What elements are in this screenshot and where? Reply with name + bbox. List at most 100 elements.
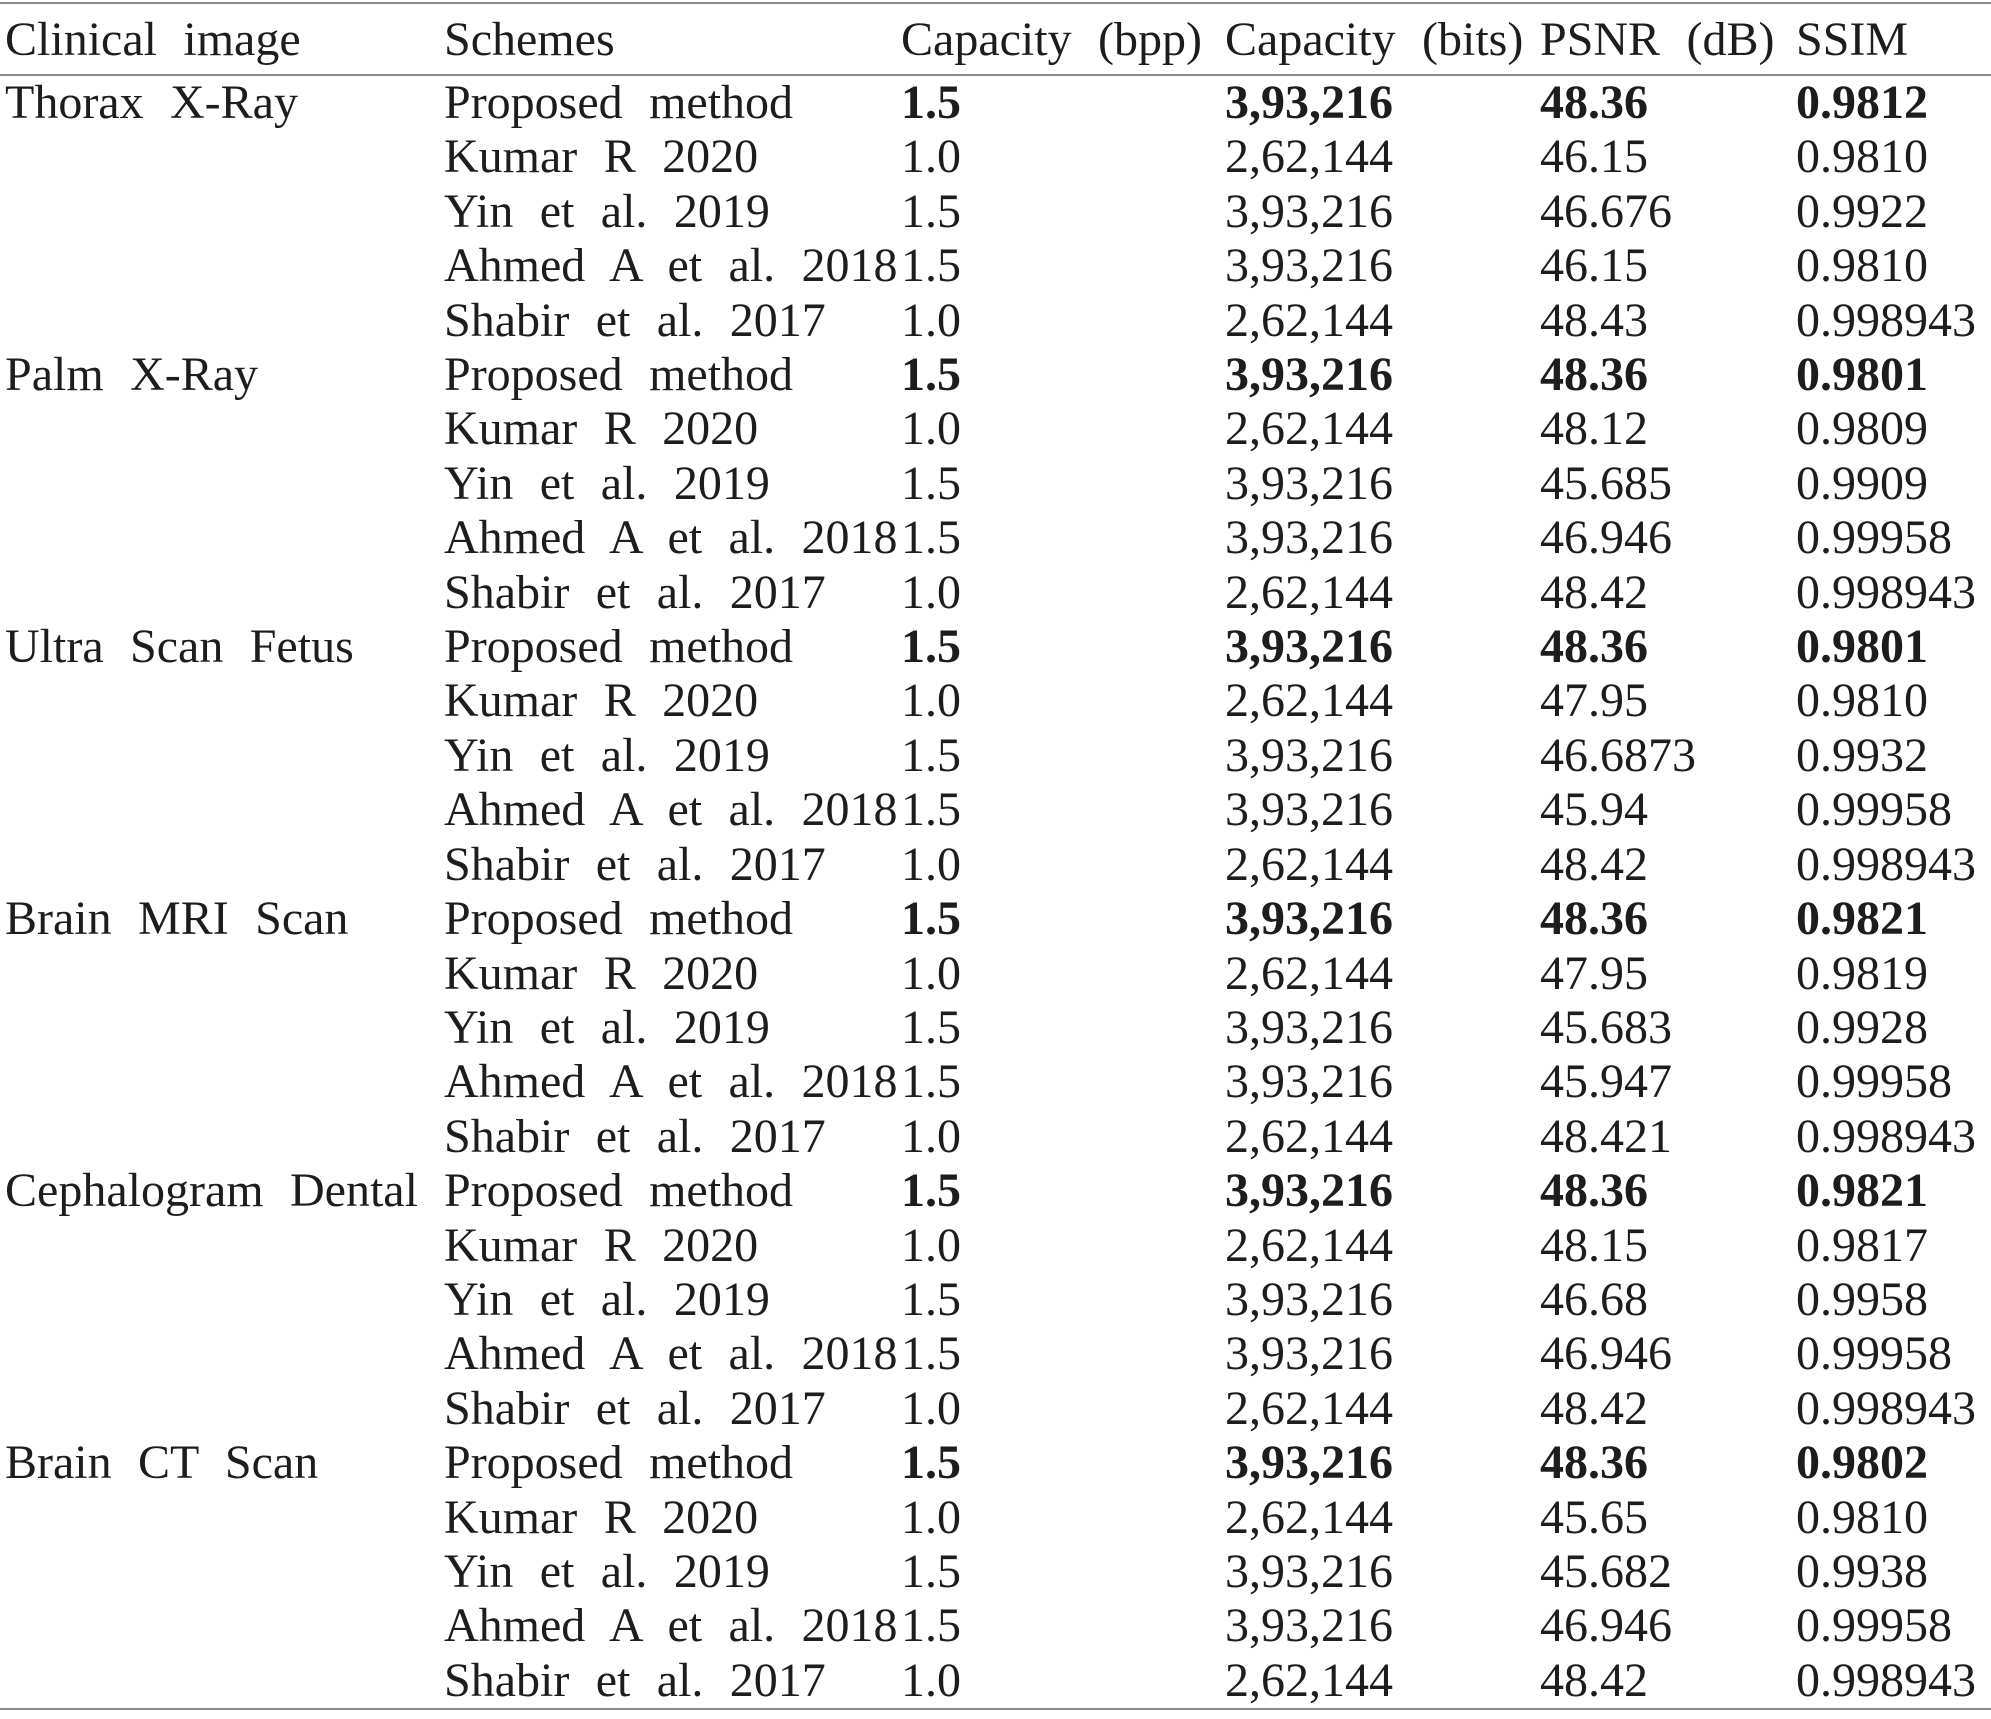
psnr-cell: 45.682 — [1540, 1544, 1672, 1598]
psnr-cell: 46.68 — [1540, 1272, 1648, 1326]
psnr-cell: 48.36 — [1540, 76, 1648, 129]
clinical-image-cell — [0, 1491, 444, 1545]
capacity-bits-cell: 3,93,216 — [1225, 783, 1393, 837]
capacity-bits-cell: 3,93,216 — [1225, 1599, 1393, 1653]
capacity-bits-cell: 2,62,144 — [1225, 565, 1393, 619]
capacity-bits-cell: 3,93,216 — [1225, 1272, 1393, 1326]
table-row: Kumar R 2020 1.0 2,62,144 47.95 0.9810 — [0, 674, 1991, 728]
ssim-cell: 0.9810 — [1796, 239, 1928, 293]
scheme-cell: Kumar R 2020 — [444, 674, 759, 728]
clinical-image-cell — [0, 130, 444, 184]
capacity-bpp-cell: 1.0 — [901, 1218, 961, 1272]
ssim-cell: 0.99958 — [1796, 1055, 1952, 1109]
capacity-bits-cell: 2,62,144 — [1225, 1109, 1393, 1163]
table-row: Yin et al. 2019 1.5 3,93,216 45.685 0.9909 — [0, 457, 1991, 511]
scheme-cell: Ahmed A et al. 2018 — [444, 511, 898, 565]
capacity-bits-cell: 3,93,216 — [1225, 1055, 1393, 1109]
scheme-cell: Proposed method — [444, 1436, 794, 1490]
clinical-image-cell — [0, 1382, 444, 1436]
scheme-cell: Proposed method — [444, 348, 794, 402]
scheme-cell: Kumar R 2020 — [444, 402, 759, 456]
scheme-cell: Shabir et al. 2017 — [444, 1653, 826, 1707]
ssim-cell: 0.998943 — [1796, 1109, 1976, 1163]
clinical-image-cell: Palm X-Ray — [5, 348, 259, 402]
psnr-cell: 48.12 — [1540, 402, 1648, 456]
scheme-cell: Yin et al. 2019 — [444, 1272, 770, 1326]
ssim-cell: 0.9928 — [1796, 1000, 1928, 1054]
clinical-image-cell — [0, 1545, 444, 1599]
table-row: Ultra Scan Fetus Proposed method 1.5 3,93,2… — [0, 620, 1991, 674]
table-row: Ahmed A et al. 2018 1.5 3,93,216 46.946 0.99… — [0, 511, 1991, 565]
capacity-bits-cell: 3,93,216 — [1225, 184, 1393, 238]
table-row: Shabir et al. 2017 1.0 2,62,144 48.42 0.9989… — [0, 1382, 1991, 1436]
psnr-cell: 46.15 — [1540, 239, 1648, 293]
ssim-cell: 0.99958 — [1796, 783, 1952, 837]
ssim-cell: 0.9821 — [1796, 892, 1928, 946]
ssim-cell: 0.9812 — [1796, 76, 1928, 129]
capacity-bits-cell: 3,93,216 — [1225, 1164, 1393, 1218]
psnr-cell: 48.36 — [1540, 1436, 1648, 1490]
clinical-image-cell — [0, 566, 444, 620]
table-row: Kumar R 2020 1.0 2,62,144 48.15 0.9817 — [0, 1219, 1991, 1273]
table-row: Yin et al. 2019 1.5 3,93,216 45.683 0.9928 — [0, 1001, 1991, 1055]
ssim-cell: 0.998943 — [1796, 565, 1976, 619]
scheme-cell: Yin et al. 2019 — [444, 1000, 770, 1054]
psnr-cell: 47.95 — [1540, 674, 1648, 728]
table-row: Shabir et al. 2017 1.0 2,62,144 48.43 0.9989… — [0, 294, 1991, 348]
psnr-cell: 46.15 — [1540, 130, 1648, 184]
clinical-image-cell — [0, 947, 444, 1001]
clinical-image-cell — [0, 1273, 444, 1327]
psnr-cell: 45.65 — [1540, 1490, 1648, 1544]
capacity-bpp-cell: 1.5 — [901, 76, 961, 129]
clinical-image-cell — [0, 294, 444, 348]
header-psnr: PSNR (dB) — [1540, 3, 1796, 76]
capacity-bpp-cell: 1.0 — [901, 1109, 961, 1163]
table-header: Clinical image Schemes Capacity (bpp) Ca… — [0, 3, 1991, 76]
capacity-bpp-cell: 1.0 — [901, 130, 961, 184]
capacity-bpp-cell: 1.5 — [901, 348, 961, 402]
header-capacity-bits: Capacity (bits) — [1225, 3, 1540, 76]
ssim-cell: 0.998943 — [1796, 1381, 1976, 1435]
psnr-cell: 48.42 — [1540, 565, 1648, 619]
clinical-image-cell — [0, 1001, 444, 1055]
table-row: Yin et al. 2019 1.5 3,93,216 46.6873 0.9932 — [0, 729, 1991, 783]
capacity-bits-cell: 3,93,216 — [1225, 76, 1393, 129]
psnr-cell: 48.36 — [1540, 348, 1648, 402]
clinical-image-cell — [0, 783, 444, 837]
capacity-bpp-cell: 1.0 — [901, 946, 961, 1000]
table-row: Ahmed A et al. 2018 1.5 3,93,216 45.947 0.99… — [0, 1055, 1991, 1109]
header-ssim: SSIM — [1796, 3, 1991, 76]
clinical-image-cell — [0, 1219, 444, 1273]
header-clinical-image: Clinical image — [0, 3, 444, 76]
psnr-cell: 45.683 — [1540, 1000, 1672, 1054]
scheme-cell: Ahmed A et al. 2018 — [444, 783, 898, 837]
capacity-bpp-cell: 1.0 — [901, 837, 961, 891]
clinical-image-cell — [0, 402, 444, 456]
capacity-bits-cell: 3,93,216 — [1225, 239, 1393, 293]
table-row: Yin et al. 2019 1.5 3,93,216 46.676 0.9922 — [0, 185, 1991, 239]
capacity-bpp-cell: 1.5 — [901, 1436, 961, 1490]
capacity-bpp-cell: 1.0 — [901, 293, 961, 347]
psnr-cell: 46.6873 — [1540, 728, 1696, 782]
scheme-cell: Ahmed A et al. 2018 — [444, 1055, 898, 1109]
clinical-image-cell — [0, 729, 444, 783]
scheme-cell: Proposed method — [444, 1164, 794, 1218]
ssim-cell: 0.9810 — [1796, 130, 1928, 184]
scheme-cell: Shabir et al. 2017 — [444, 565, 826, 619]
ssim-cell: 0.9810 — [1796, 1490, 1928, 1544]
table-row: Kumar R 2020 1.0 2,62,144 45.65 0.9810 — [0, 1491, 1991, 1545]
capacity-bits-cell: 3,93,216 — [1225, 1436, 1393, 1490]
clinical-image-cell — [0, 457, 444, 511]
table-row: Kumar R 2020 1.0 2,62,144 46.15 0.9810 — [0, 130, 1991, 184]
table-row: Ahmed A et al. 2018 1.5 3,93,216 46.946 0.99… — [0, 1599, 1991, 1653]
table-row: Kumar R 2020 1.0 2,62,144 48.12 0.9809 — [0, 402, 1991, 456]
table-row: Ahmed A et al. 2018 1.5 3,93,216 46.946 0.99… — [0, 1327, 1991, 1381]
scheme-cell: Yin et al. 2019 — [444, 456, 770, 510]
ssim-cell: 0.99958 — [1796, 1599, 1952, 1653]
clinical-image-cell: Cephalogram Dental — [5, 1164, 418, 1218]
capacity-bits-cell: 2,62,144 — [1225, 1218, 1393, 1272]
capacity-bpp-cell: 1.5 — [901, 1327, 961, 1381]
scheme-cell: Proposed method — [444, 892, 794, 946]
psnr-cell: 48.42 — [1540, 1653, 1648, 1707]
capacity-bits-cell: 2,62,144 — [1225, 837, 1393, 891]
